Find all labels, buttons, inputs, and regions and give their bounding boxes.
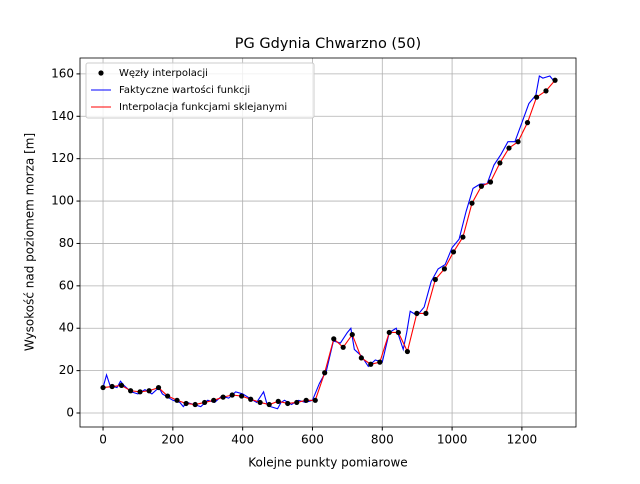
node-point: [202, 399, 208, 406]
node-point: [497, 160, 503, 166]
y-tick-label: 40: [59, 321, 74, 335]
y-tick-label: 60: [59, 278, 74, 292]
x-axis-label: Kolejne punkty pomiarowe: [248, 456, 407, 470]
x-tick-label: 200: [161, 433, 184, 447]
node-point: [239, 393, 245, 399]
legend-marker: [98, 70, 104, 76]
x-tick-label: 1200: [507, 433, 538, 447]
node-point: [100, 384, 106, 391]
chart-title: PG Gdynia Chwarzno (50): [235, 36, 421, 52]
node-point: [266, 401, 272, 408]
node-point: [460, 234, 466, 240]
node-point: [469, 200, 475, 206]
y-tick-label: 20: [59, 363, 74, 377]
y-tick-label: 0: [66, 406, 74, 420]
node-point: [404, 348, 411, 355]
node-point: [441, 266, 448, 272]
node-point: [423, 310, 429, 316]
x-tick-label: 800: [371, 433, 394, 447]
node-point: [377, 359, 383, 365]
node-point: [128, 388, 134, 394]
node-point: [533, 94, 540, 100]
node-point: [368, 361, 374, 367]
node-point: [303, 397, 309, 403]
x-tick-label: 400: [231, 433, 254, 447]
node-point: [450, 249, 457, 255]
node-point: [155, 384, 162, 391]
node-point: [432, 276, 438, 283]
node-point: [285, 400, 291, 407]
node-point: [515, 139, 521, 145]
node-point: [192, 401, 198, 408]
node-point: [257, 399, 263, 406]
node-point: [506, 145, 512, 151]
node-point: [358, 355, 364, 361]
node-point: [543, 88, 549, 94]
node-point: [275, 398, 281, 404]
x-tick-label: 600: [301, 433, 324, 447]
y-tick-label: 160: [51, 66, 74, 80]
legend-label: Interpolacja funkcjami sklejanymi: [119, 102, 287, 113]
legend-box: [85, 62, 315, 119]
node-point: [137, 389, 143, 395]
node-point: [552, 77, 558, 83]
node-point: [294, 399, 300, 406]
node-point: [395, 329, 401, 336]
node-point: [174, 397, 180, 403]
node-point: [220, 394, 226, 400]
y-tick-label: 120: [51, 151, 74, 165]
y-tick-label: 140: [51, 109, 74, 123]
node-point: [349, 331, 355, 338]
node-point: [109, 383, 115, 390]
node-point: [146, 388, 152, 394]
node-point: [414, 310, 420, 316]
node-point: [478, 183, 485, 189]
node-point: [322, 370, 328, 376]
y-tick-label: 100: [51, 194, 74, 208]
node-point: [211, 397, 217, 403]
node-point: [312, 397, 318, 403]
x-tick-label: 1000: [437, 433, 468, 447]
node-point: [229, 392, 235, 398]
node-point: [386, 329, 392, 336]
node-point: [165, 393, 171, 399]
plot-frame: [79, 57, 577, 428]
legend-label: Faktyczne wartości funkcji: [119, 84, 250, 96]
legend-label: Węzły interpolacji: [119, 68, 208, 79]
y-tick-label: 80: [59, 236, 74, 250]
node-point: [487, 179, 494, 185]
node-point: [183, 400, 189, 407]
node-point: [118, 382, 125, 389]
x-tick-label: 0: [99, 433, 107, 447]
node-point: [331, 336, 337, 342]
node-point: [248, 396, 254, 402]
y-axis-label: Wysokość nad poziomem morza [m]: [23, 133, 37, 351]
node-point: [340, 344, 346, 350]
node-point: [524, 120, 531, 126]
